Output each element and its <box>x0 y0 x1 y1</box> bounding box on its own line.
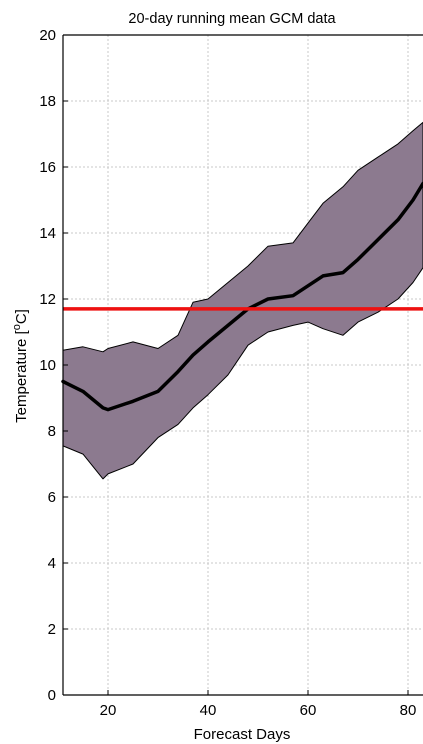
y-tick-label: 16 <box>39 159 56 176</box>
chart-title: 20-day running mean GCM data <box>128 11 336 27</box>
ticks: 0 2 4 6 8 10 12 14 16 18 20 20 40 60 80 <box>39 27 416 719</box>
y-tick-label: 6 <box>48 489 56 506</box>
x-tick-label: 80 <box>400 702 417 719</box>
x-tick-label: 40 <box>200 702 217 719</box>
y-tick-label: 12 <box>39 291 56 308</box>
y-tick-label: 10 <box>39 357 56 374</box>
y-tick-label: 4 <box>48 555 56 572</box>
y-axis-title: Temperature [oC] <box>11 309 30 423</box>
y-tick-label: 2 <box>48 621 56 638</box>
band-layer <box>62 121 423 480</box>
x-tick-label: 20 <box>100 702 117 719</box>
y-axis-title-suffix: ] <box>13 309 30 313</box>
spread-band <box>62 121 423 480</box>
y-tick-label: 18 <box>39 93 56 110</box>
y-tick-label: 8 <box>48 423 56 440</box>
y-tick-label: 20 <box>39 27 56 44</box>
y-tick-label: 14 <box>39 225 56 242</box>
y-axis-title-unit: C <box>13 313 30 324</box>
y-axis-title-superscript: o <box>11 324 23 330</box>
y-axis-title-prefix: Temperature [ <box>13 329 30 422</box>
x-tick-label: 60 <box>300 702 317 719</box>
x-axis-title: Forecast Days <box>194 726 291 743</box>
y-tick-label: 0 <box>48 687 56 704</box>
